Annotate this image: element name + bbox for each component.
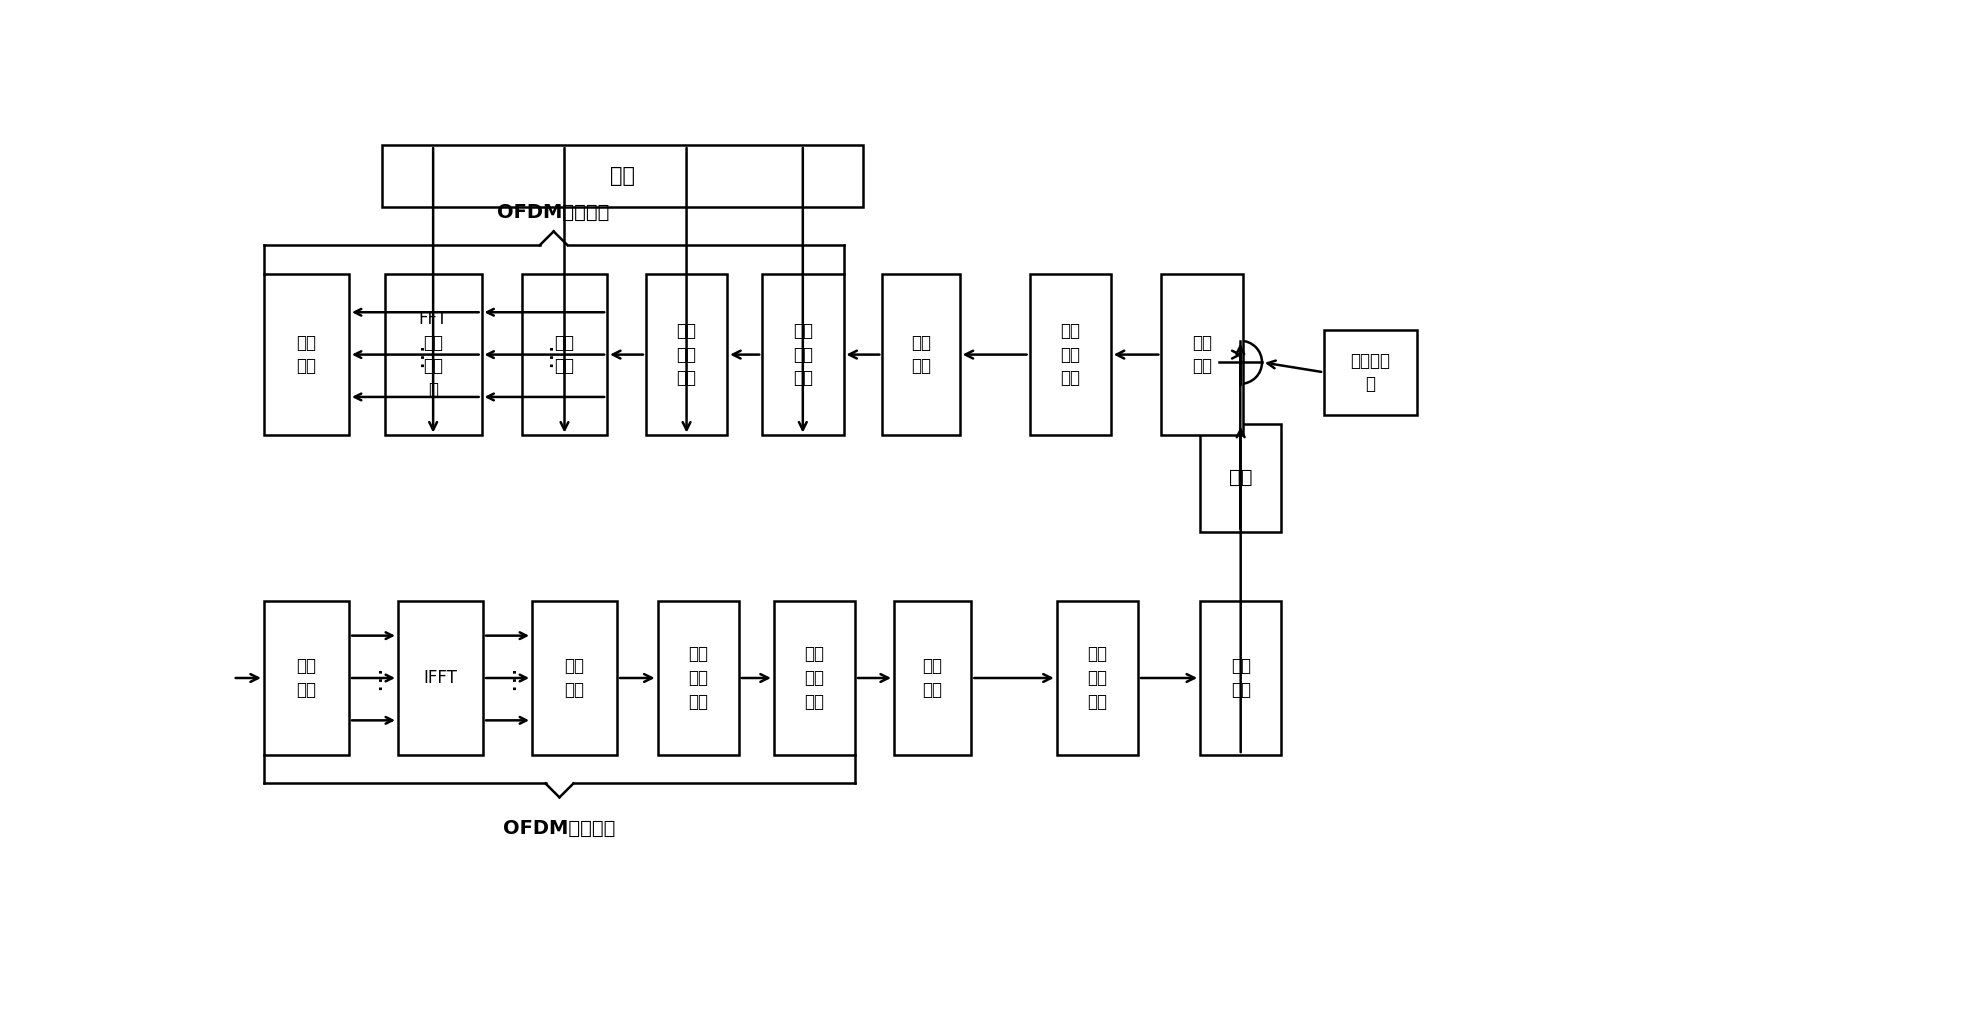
Text: 高斯白噪
声: 高斯白噪 声 <box>1350 351 1389 393</box>
Bar <box>383 145 862 207</box>
Text: 串并
转换: 串并 转换 <box>296 657 316 698</box>
Text: 载波
调制: 载波 调制 <box>1229 657 1251 698</box>
Text: 串并
变换: 串并 变换 <box>554 334 574 375</box>
Text: 并串
转换: 并串 转换 <box>296 334 316 375</box>
Bar <box>385 274 481 436</box>
Text: …: … <box>402 342 426 367</box>
Text: 去除
循环
前缀: 去除 循环 前缀 <box>677 322 696 387</box>
Text: OFDM基带解调: OFDM基带解调 <box>497 203 610 222</box>
Text: 并串
变换: 并串 变换 <box>564 657 584 698</box>
Bar <box>264 274 349 436</box>
Bar <box>762 274 842 436</box>
Text: 分离
同步
信息: 分离 同步 信息 <box>793 322 813 387</box>
Bar <box>264 600 349 755</box>
Text: 数模
转换: 数模 转换 <box>921 657 943 698</box>
Text: …: … <box>533 342 556 367</box>
Text: 信道: 信道 <box>1229 469 1251 487</box>
Bar <box>882 274 959 436</box>
Text: 载波
解调: 载波 解调 <box>1192 334 1211 375</box>
Text: 同步: 同步 <box>610 166 635 186</box>
Bar <box>1056 600 1136 755</box>
Text: IFFT: IFFT <box>424 670 458 687</box>
Text: …: … <box>495 665 519 690</box>
Bar <box>1200 424 1280 531</box>
Bar <box>1200 600 1280 755</box>
Text: FFT
及频
域均
衡: FFT 及频 域均 衡 <box>418 310 448 399</box>
Text: 插入
循环
前缀: 插入 循环 前缀 <box>689 646 708 711</box>
Bar <box>894 600 971 755</box>
Text: 接收
滤波
处理: 接收 滤波 处理 <box>1060 322 1079 387</box>
Bar <box>773 600 854 755</box>
Bar <box>645 274 726 436</box>
Bar <box>1160 274 1241 436</box>
Bar <box>399 600 483 755</box>
Bar <box>1324 330 1417 415</box>
Text: 模数
转换: 模数 转换 <box>910 334 931 375</box>
Bar <box>521 274 608 436</box>
Bar <box>657 600 738 755</box>
Text: 插入
同步
信息: 插入 同步 信息 <box>805 646 825 711</box>
Bar <box>531 600 618 755</box>
Text: OFDM基带调制: OFDM基带调制 <box>503 819 616 838</box>
Bar <box>1030 274 1111 436</box>
Text: 发送
滤波
处理: 发送 滤波 处理 <box>1087 646 1107 711</box>
Text: …: … <box>361 665 385 690</box>
